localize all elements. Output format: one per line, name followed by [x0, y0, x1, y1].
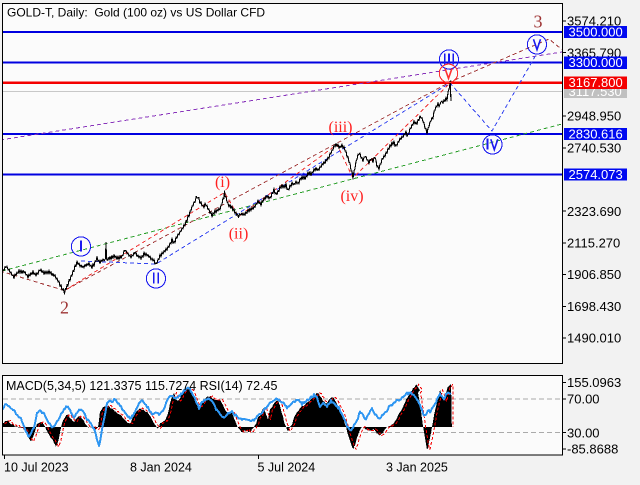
svg-text:(i): (i) — [215, 174, 230, 191]
svg-text:155.0963: 155.0963 — [567, 375, 621, 390]
svg-text:(iv): (iv) — [340, 188, 363, 205]
svg-text:3574.210: 3574.210 — [567, 14, 621, 29]
svg-text:2115.270: 2115.270 — [567, 236, 620, 251]
svg-text:2: 2 — [60, 298, 69, 318]
svg-text:(iii): (iii) — [329, 119, 353, 136]
svg-text:8 Jan 2024: 8 Jan 2024 — [130, 461, 192, 475]
svg-text:GOLD-T, Daily: Gold (100 oz): GOLD-T, Daily: Gold (100 oz) vs US Dolla… — [7, 6, 265, 20]
svg-text:1490.010: 1490.010 — [567, 331, 621, 346]
svg-text:3300.000: 3300.000 — [569, 55, 623, 70]
svg-text:5 Jul 2024: 5 Jul 2024 — [258, 461, 316, 475]
svg-text:-85.8688: -85.8688 — [567, 441, 618, 456]
svg-text:3167.800: 3167.800 — [569, 75, 623, 90]
svg-text:1906.850: 1906.850 — [567, 267, 621, 282]
svg-text:70.00: 70.00 — [567, 392, 600, 407]
svg-text:3500.000: 3500.000 — [569, 24, 623, 39]
svg-text:3 Jan 2025: 3 Jan 2025 — [386, 461, 448, 475]
svg-text:3: 3 — [534, 12, 543, 32]
svg-text:2323.690: 2323.690 — [567, 204, 621, 219]
svg-text:(ii): (ii) — [229, 226, 249, 243]
svg-text:30.00: 30.00 — [567, 425, 600, 440]
svg-text:2574.073: 2574.073 — [569, 167, 623, 182]
svg-text:2948.950: 2948.950 — [567, 109, 621, 124]
svg-text:MACD(5,34,5) 121.3375 115.7274: MACD(5,34,5) 121.3375 115.7274 RSI(14) 7… — [6, 379, 278, 393]
svg-text:2740.530: 2740.530 — [567, 140, 621, 155]
svg-text:10 Jul 2023: 10 Jul 2023 — [4, 461, 69, 475]
svg-text:1698.430: 1698.430 — [567, 299, 621, 314]
svg-text:2830.616: 2830.616 — [569, 126, 623, 141]
